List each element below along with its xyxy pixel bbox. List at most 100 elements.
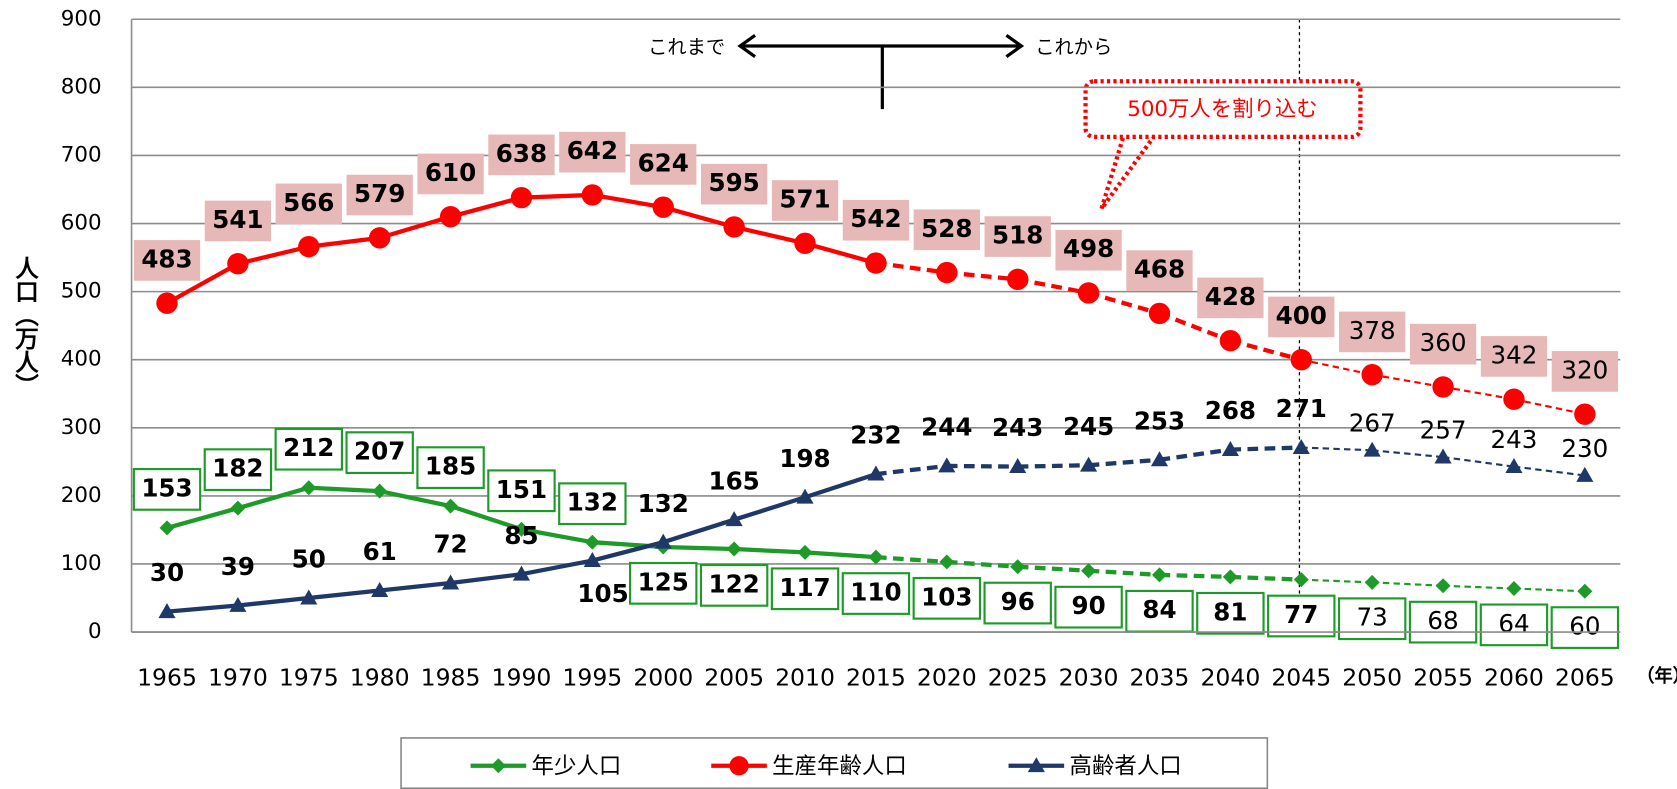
data-label: 117 <box>779 573 830 602</box>
data-label: 230 <box>1561 434 1608 463</box>
x-tick-label: 2025 <box>988 664 1048 692</box>
line-segment <box>1158 311 1232 343</box>
label-box <box>1126 250 1193 291</box>
point <box>654 533 672 549</box>
line-segment <box>946 270 1018 282</box>
point <box>1435 578 1451 594</box>
x-tick-label: 1975 <box>279 664 339 692</box>
x-tick-label: 1970 <box>208 664 268 692</box>
point <box>1577 583 1593 599</box>
point <box>156 292 178 314</box>
y-tick-label: 400 <box>61 347 102 372</box>
data-label: 610 <box>425 158 476 187</box>
label-box <box>1197 277 1264 319</box>
data-label: 579 <box>354 179 405 208</box>
data-label: 73 <box>1357 603 1388 632</box>
data-label: 271 <box>1276 394 1327 423</box>
x-tick-label: 2060 <box>1484 664 1544 692</box>
data-label: 132 <box>567 488 618 517</box>
y-tick-label: 700 <box>61 142 102 167</box>
point <box>1364 574 1380 590</box>
data-label: 165 <box>708 466 759 495</box>
point <box>1152 567 1167 583</box>
y-tick-label: 600 <box>61 211 102 236</box>
label-box <box>1196 591 1265 635</box>
line-segment <box>1230 445 1302 452</box>
line-segment <box>1301 358 1373 376</box>
line-segment <box>1513 398 1586 416</box>
point <box>581 184 604 206</box>
data-label: 244 <box>921 412 972 441</box>
data-label: 483 <box>141 244 192 273</box>
data-label: 518 <box>992 221 1043 250</box>
label-box <box>699 563 769 607</box>
data-label: 320 <box>1561 355 1608 384</box>
point <box>1010 559 1026 575</box>
line-segment <box>662 517 735 545</box>
point <box>584 534 600 550</box>
data-label: 638 <box>496 139 547 168</box>
point <box>1222 569 1238 585</box>
point <box>1576 466 1594 482</box>
data-label: 122 <box>708 569 759 598</box>
y-tick-label: 100 <box>61 551 102 576</box>
data-label: 60 <box>1569 612 1600 641</box>
point <box>1363 441 1381 457</box>
point <box>159 520 175 536</box>
point <box>229 596 247 612</box>
point <box>1221 441 1239 457</box>
x-tick-label: 2020 <box>917 664 977 692</box>
line-segment <box>1372 449 1444 459</box>
x-tick-label: 2055 <box>1413 664 1473 692</box>
line-segment <box>450 195 523 219</box>
line-segment <box>521 192 593 200</box>
point <box>368 227 391 249</box>
data-label: 642 <box>567 136 618 165</box>
data-label: 243 <box>1490 425 1537 454</box>
x-tick-label: 2065 <box>1555 664 1615 692</box>
point <box>868 549 884 565</box>
data-label: 566 <box>283 188 334 217</box>
point <box>794 232 816 254</box>
line-segment <box>1513 465 1585 477</box>
x-tick-label: 1985 <box>421 664 481 692</box>
data-label: 81 <box>1213 597 1247 626</box>
point <box>936 261 958 284</box>
point <box>301 480 317 496</box>
label-box <box>1055 229 1122 271</box>
line-segment <box>875 260 948 275</box>
point <box>725 511 743 527</box>
line-segment <box>733 495 806 522</box>
label-box <box>1550 606 1620 649</box>
label-box <box>1268 296 1335 338</box>
legend-marker <box>1027 757 1045 773</box>
data-label: 182 <box>212 454 263 483</box>
callout-box <box>1083 79 1363 140</box>
line-segment <box>1230 574 1302 582</box>
point <box>158 603 176 619</box>
line-segment <box>804 472 877 500</box>
data-label: 153 <box>141 473 192 502</box>
label-box <box>1267 594 1336 638</box>
label-box <box>416 446 485 489</box>
data-label: 378 <box>1349 316 1396 345</box>
line-segment <box>521 558 593 577</box>
line-segment <box>946 463 1018 469</box>
line-segment <box>379 580 451 593</box>
data-label: 528 <box>921 214 972 243</box>
line-segment <box>733 224 806 246</box>
data-label: 232 <box>850 421 901 450</box>
point <box>443 498 459 514</box>
line-segment <box>1301 446 1373 452</box>
line-segment <box>1159 447 1231 462</box>
point <box>1148 302 1171 325</box>
data-label: 207 <box>354 437 405 466</box>
label-box <box>842 199 910 241</box>
y-tick-label: 200 <box>61 483 102 508</box>
data-label: 428 <box>1205 282 1256 311</box>
point <box>1077 282 1100 304</box>
point <box>227 253 249 275</box>
callout-tail <box>1099 136 1155 210</box>
line-segment <box>237 595 310 608</box>
point <box>1219 329 1242 352</box>
